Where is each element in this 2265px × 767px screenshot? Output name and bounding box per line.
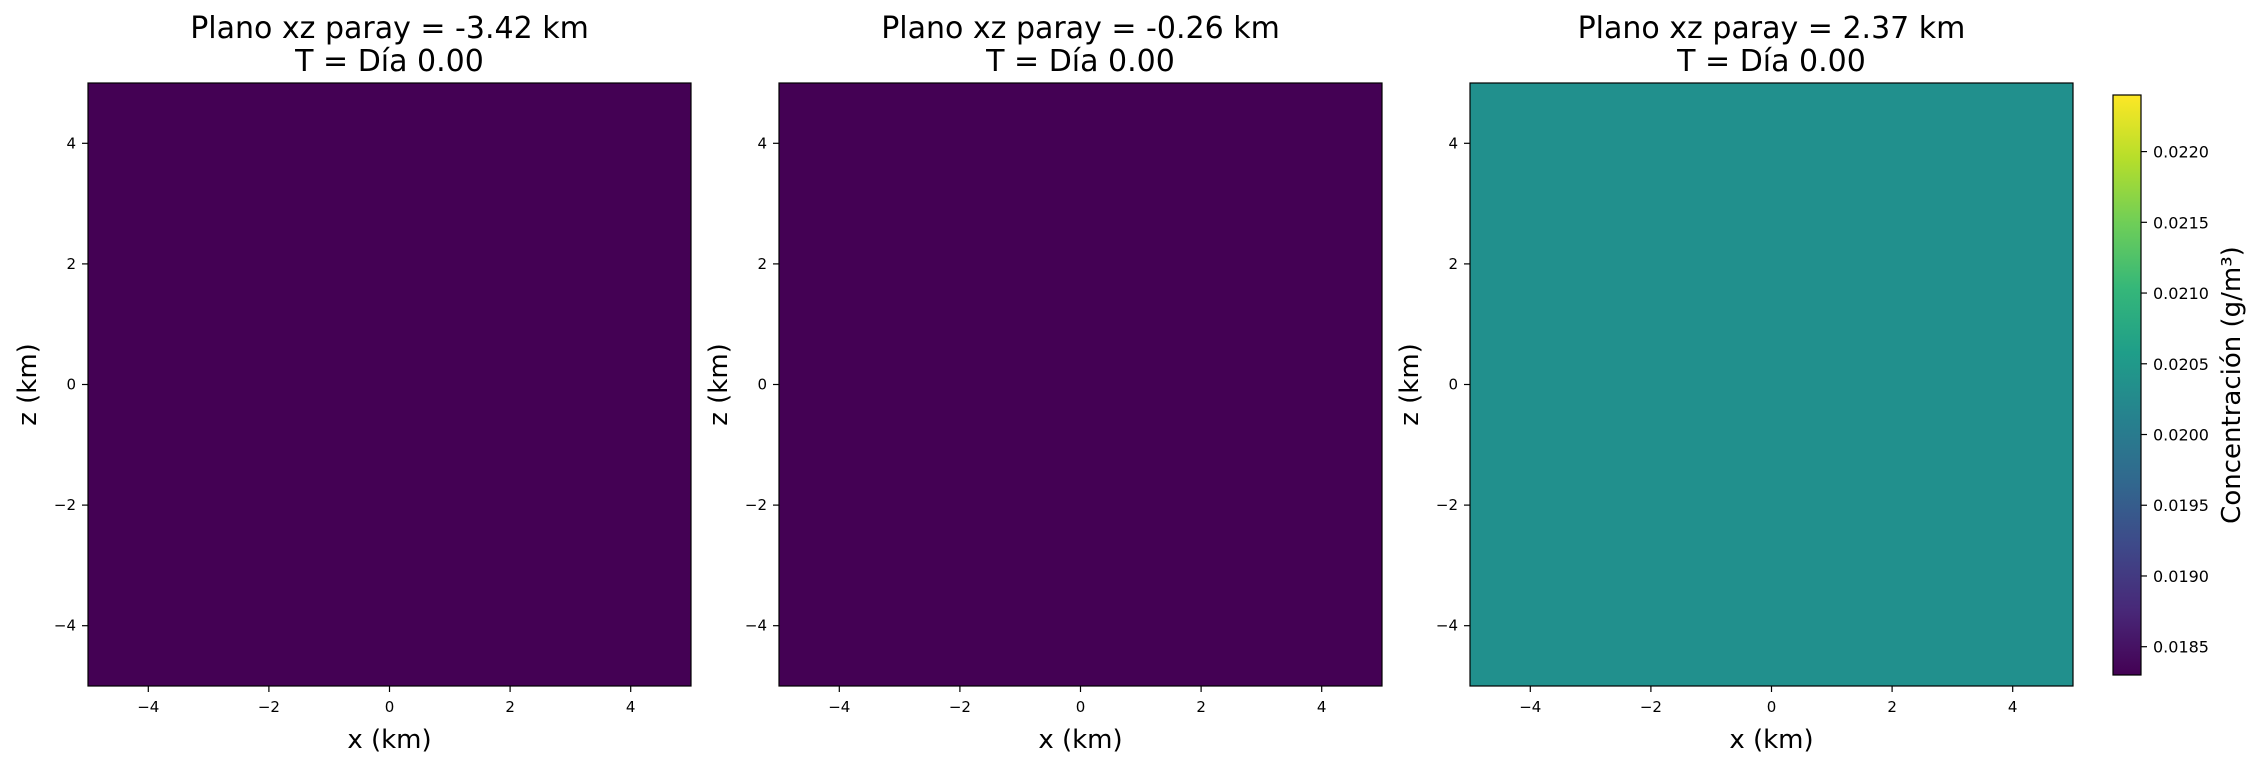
panel-subtitle: T = Día 0.00 <box>294 44 484 79</box>
x-tick-label: 2 <box>505 698 515 716</box>
colorbar-tick-label: 0.0220 <box>2153 143 2209 162</box>
x-axis-label: x (km) <box>1038 725 1122 755</box>
x-tick-label: 4 <box>626 698 636 716</box>
colorbar-tick-label: 0.0205 <box>2153 355 2209 374</box>
x-tick-label: −4 <box>137 698 159 716</box>
panel-title: Plano xz paray = 2.37 km <box>1578 11 1966 46</box>
colorbar-label: Concentración (g/m³) <box>2217 246 2247 524</box>
panel-subtitle: T = Día 0.00 <box>1676 44 1866 79</box>
x-tick-label: −4 <box>828 698 850 716</box>
y-tick-label: −2 <box>1436 496 1458 514</box>
heatmap-cell <box>88 83 691 686</box>
y-tick-label: 0 <box>757 376 767 394</box>
y-tick-label: 2 <box>66 255 76 273</box>
y-tick-label: 4 <box>66 134 76 152</box>
heatmap-cell <box>779 83 1382 686</box>
colorbar-tick-label: 0.0210 <box>2153 284 2209 303</box>
panel-2: Plano xz paray = -0.26 kmT = Día 0.00 −4 −… <box>704 11 1383 755</box>
x-tick-label: 4 <box>1317 698 1327 716</box>
y-tick-label: 0 <box>66 376 76 394</box>
y-tick-label: −4 <box>54 617 76 635</box>
colorbar-tick-label: 0.0190 <box>2153 567 2209 586</box>
y-tick-label: −2 <box>745 496 767 514</box>
y-tick-label: 2 <box>757 255 767 273</box>
y-tick-label: 4 <box>1448 134 1458 152</box>
x-tick-label: −4 <box>1519 698 1541 716</box>
colorbar-tick-label: 0.0200 <box>2153 426 2209 445</box>
colorbar: 0.0185 0.0190 0.0195 0.0200 0.0205 0.0210 0.02… <box>2112 94 2247 676</box>
x-tick-label: 0 <box>1076 698 1086 716</box>
panel-subtitle: T = Día 0.00 <box>985 44 1175 79</box>
colorbar-frame <box>2112 94 2142 676</box>
y-tick-label: 2 <box>1448 255 1458 273</box>
y-tick-label: −2 <box>54 496 76 514</box>
colorbar-gradient <box>2113 95 2141 675</box>
x-axis-label: x (km) <box>1729 725 1813 755</box>
x-tick-label: 2 <box>1196 698 1206 716</box>
y-tick-label: −4 <box>745 617 767 635</box>
y-axis-label: z (km) <box>704 343 734 426</box>
x-tick-label: −2 <box>949 698 971 716</box>
y-tick-label: −4 <box>1436 617 1458 635</box>
x-tick-label: 2 <box>1887 698 1897 716</box>
y-axis-label: z (km) <box>13 343 43 426</box>
colorbar-tick-label: 0.0195 <box>2153 496 2209 515</box>
x-tick-label: 0 <box>385 698 395 716</box>
panel-3: Plano xz paray = 2.37 kmT = Día 0.00 −4 −2… <box>1395 11 2074 755</box>
y-tick-label: 0 <box>1448 376 1458 394</box>
panel-1: Plano xz paray = -3.42 kmT = Día 0.00 −4 −… <box>13 11 692 755</box>
x-tick-label: 0 <box>1767 698 1777 716</box>
x-tick-label: −2 <box>258 698 280 716</box>
panel-title: Plano xz paray = -0.26 km <box>881 11 1280 46</box>
x-axis-label: x (km) <box>347 725 431 755</box>
x-tick-label: −2 <box>1640 698 1662 716</box>
y-axis-label: z (km) <box>1395 343 1425 426</box>
panel-title: Plano xz paray = -3.42 km <box>190 11 589 46</box>
colorbar-tick-label: 0.0185 <box>2153 638 2209 657</box>
x-tick-label: 4 <box>2008 698 2018 716</box>
y-tick-label: 4 <box>757 134 767 152</box>
colorbar-tick-label: 0.0215 <box>2153 213 2209 232</box>
heatmap-cell <box>1470 83 2073 686</box>
